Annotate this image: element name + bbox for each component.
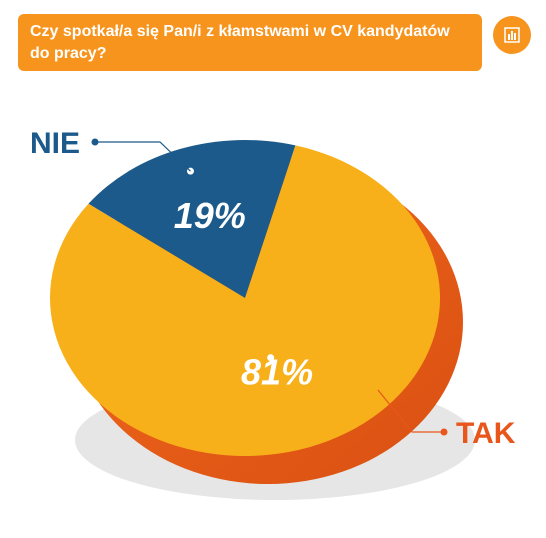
pie-slice <box>88 140 296 298</box>
chart-title: Czy spotkał/a się Pan/i z kłamstwami w C… <box>18 14 482 71</box>
value-label: 19% <box>174 195 246 236</box>
leader-dot <box>267 354 275 362</box>
leader-line <box>95 141 191 172</box>
pie-slice <box>49 145 440 457</box>
icon-graphic <box>504 27 520 43</box>
category-label: TAK <box>456 417 516 450</box>
leader-line <box>377 389 444 433</box>
icon <box>493 16 531 54</box>
value-label: 81% <box>241 352 313 393</box>
category-label: NIE <box>30 127 80 160</box>
